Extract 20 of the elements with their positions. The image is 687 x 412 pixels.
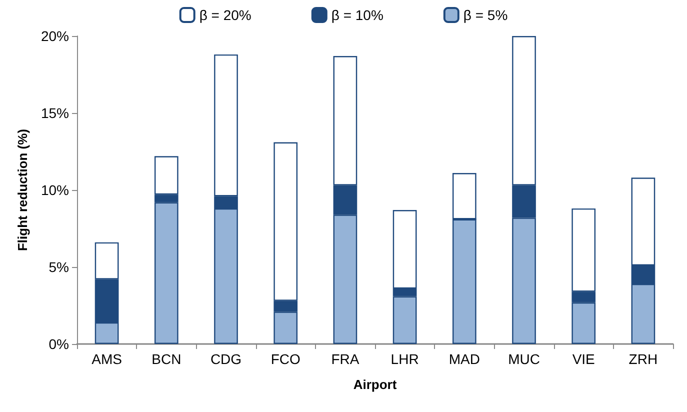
y-tick-label: 5% — [48, 259, 69, 275]
x-tick-label: VIE — [572, 351, 595, 367]
x-tick-label: AMS — [92, 351, 122, 367]
x-tick-label: ZRH — [628, 351, 658, 367]
x-tick-label: FRA — [331, 351, 360, 367]
legend-label: β = 5% — [463, 7, 508, 23]
legend-label: β = 10% — [331, 7, 384, 23]
y-axis-title: Flight reduction (%) — [15, 128, 30, 252]
y-tick-label: 10% — [40, 182, 69, 198]
y-tick-label: 15% — [40, 105, 69, 121]
x-axis-title: Airport — [353, 377, 398, 392]
x-tick-label: BCN — [152, 351, 182, 367]
x-tick-label: MUC — [508, 351, 540, 367]
x-tick-label: LHR — [390, 351, 419, 367]
x-tick-label: CDG — [210, 351, 242, 367]
y-tick-label: 0% — [48, 336, 69, 352]
x-tick-label: MAD — [448, 351, 480, 367]
legend-label: β = 20% — [199, 7, 252, 23]
y-tick-label: 20% — [40, 28, 69, 44]
x-tick-label: FCO — [270, 351, 300, 367]
